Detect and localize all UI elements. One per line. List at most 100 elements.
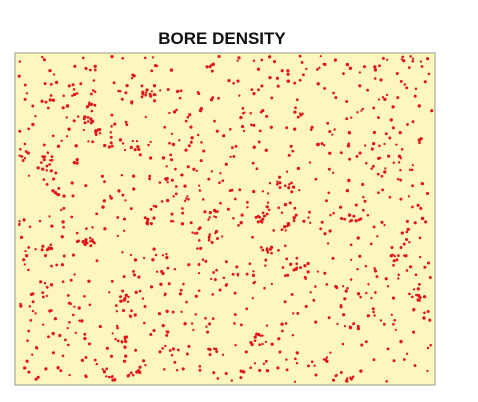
bore-dot bbox=[300, 60, 304, 64]
bore-dot bbox=[187, 263, 191, 267]
bore-dot bbox=[399, 246, 403, 249]
bore-dot bbox=[396, 177, 400, 181]
bore-dot bbox=[73, 305, 76, 308]
bore-dot bbox=[268, 75, 272, 80]
bore-dot bbox=[310, 360, 314, 363]
bore-dot bbox=[175, 368, 179, 372]
bore-dot bbox=[83, 121, 87, 125]
bore-dot bbox=[103, 227, 107, 231]
bore-dot bbox=[347, 213, 352, 217]
bore-dot bbox=[148, 177, 152, 181]
bore-dot bbox=[41, 155, 45, 158]
bore-dot bbox=[316, 68, 319, 71]
bore-dot bbox=[49, 94, 53, 97]
bore-dot bbox=[166, 88, 170, 91]
bore-dot bbox=[397, 254, 400, 257]
bore-dot bbox=[308, 161, 312, 164]
bore-dot bbox=[335, 373, 338, 377]
bore-dot bbox=[256, 67, 261, 71]
bore-dot bbox=[173, 267, 177, 271]
bore-dot bbox=[323, 144, 326, 147]
bore-dot bbox=[181, 367, 185, 371]
bore-dot bbox=[84, 238, 88, 242]
bore-dot bbox=[332, 212, 335, 215]
bore-dot bbox=[90, 102, 94, 106]
bore-dot bbox=[129, 315, 133, 318]
bore-dot bbox=[339, 151, 343, 155]
bore-dot bbox=[329, 213, 332, 217]
bore-dot bbox=[114, 337, 117, 341]
bore-dot bbox=[34, 377, 38, 381]
bore-dot bbox=[121, 56, 125, 60]
bore-dot bbox=[49, 247, 52, 250]
bore-dot bbox=[65, 135, 69, 138]
bore-dot bbox=[393, 255, 396, 258]
bore-dot bbox=[27, 127, 31, 131]
bore-dot bbox=[123, 296, 127, 300]
bore-dot bbox=[268, 182, 272, 185]
bore-dot bbox=[391, 105, 395, 109]
bore-dot bbox=[61, 106, 65, 110]
bore-dot bbox=[142, 256, 146, 260]
bore-dot bbox=[75, 240, 79, 244]
bore-dot bbox=[262, 362, 266, 366]
bore-dot bbox=[224, 162, 228, 166]
bore-dot bbox=[326, 121, 330, 125]
bore-dot bbox=[308, 210, 311, 214]
bore-dot bbox=[395, 71, 399, 76]
bore-dot bbox=[152, 84, 157, 88]
bore-dot bbox=[208, 216, 211, 219]
bore-dot bbox=[411, 120, 415, 124]
bore-dot bbox=[155, 64, 159, 68]
bore-dot bbox=[137, 275, 141, 279]
bore-dot bbox=[239, 369, 243, 373]
bore-dot bbox=[189, 221, 193, 225]
bore-dot bbox=[109, 196, 113, 200]
bore-dot bbox=[149, 140, 152, 144]
bore-dot bbox=[27, 329, 31, 333]
bore-dot bbox=[170, 354, 174, 357]
bore-dot bbox=[314, 285, 317, 288]
bore-dot bbox=[296, 166, 301, 171]
bore-dot bbox=[124, 120, 128, 124]
bore-dot bbox=[41, 167, 45, 171]
bore-dot bbox=[376, 235, 379, 238]
bore-dot bbox=[116, 216, 120, 219]
bore-dot bbox=[286, 273, 290, 277]
bore-dot bbox=[180, 173, 184, 177]
bore-dot bbox=[125, 83, 129, 88]
bore-dot bbox=[320, 220, 324, 224]
bore-dot bbox=[283, 300, 287, 304]
bore-dot bbox=[154, 253, 158, 257]
bore-dot bbox=[169, 153, 173, 157]
bore-dot bbox=[264, 359, 268, 363]
bore-dot bbox=[123, 148, 127, 152]
bore-dot bbox=[214, 231, 217, 235]
bore-dot bbox=[253, 362, 257, 365]
bore-dot bbox=[140, 95, 144, 99]
bore-dot bbox=[191, 231, 194, 234]
bore-dot bbox=[250, 123, 253, 127]
bore-dot bbox=[49, 159, 52, 162]
bore-dots bbox=[17, 54, 434, 383]
bore-dot bbox=[124, 294, 128, 297]
bore-dot bbox=[148, 156, 153, 160]
bore-dot bbox=[49, 82, 53, 86]
bore-dot bbox=[319, 55, 322, 58]
bore-dot bbox=[51, 134, 55, 138]
bore-dot bbox=[23, 83, 27, 87]
bore-dot bbox=[261, 248, 265, 252]
bore-dot bbox=[54, 80, 59, 85]
bore-dot bbox=[93, 103, 97, 107]
bore-dot bbox=[95, 259, 99, 263]
bore-dot bbox=[143, 305, 147, 308]
bore-dot bbox=[175, 108, 178, 112]
bore-dot bbox=[206, 330, 210, 334]
bore-dot bbox=[254, 215, 258, 219]
bore-dot bbox=[120, 173, 124, 177]
bore-dot bbox=[39, 280, 43, 284]
bore-dot bbox=[395, 143, 398, 146]
bore-dot bbox=[408, 292, 411, 296]
bore-dot bbox=[27, 174, 31, 177]
bore-dot bbox=[228, 127, 232, 131]
